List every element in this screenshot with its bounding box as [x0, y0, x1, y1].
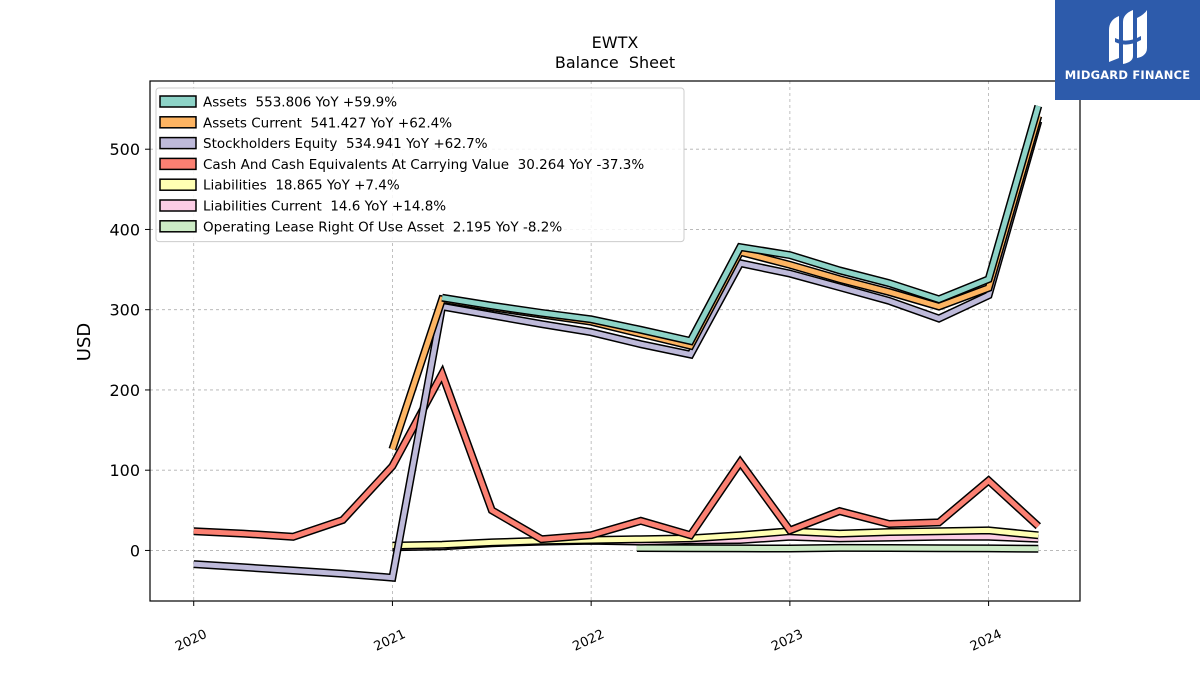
brand-name: MIDGARD FINANCE [1064, 68, 1191, 82]
legend-label: Stockholders Equity 534.941 YoY +62.7% [203, 136, 488, 152]
x-tick-label: 2022 [571, 627, 607, 655]
series-line-stockholders-equity [193, 120, 1041, 581]
legend-swatch [159, 157, 197, 171]
legend-swatch [159, 220, 197, 233]
y-axis-label: USD [74, 323, 95, 361]
y-tick-label: 400 [109, 220, 140, 239]
legend-swatch [159, 95, 197, 108]
chart-subtitle: Balance Sheet [555, 53, 675, 72]
brand-logo: MIDGARD FINANCE [1055, 0, 1200, 100]
legend-swatch [159, 136, 197, 150]
legend-box [155, 87, 685, 243]
y-tick-label: 300 [109, 301, 140, 320]
legend-label: Liabilities Current 14.6 YoY +14.8% [203, 199, 446, 215]
x-tick-label: 2024 [968, 627, 1004, 655]
y-tick-label: 100 [109, 461, 140, 480]
legend: Assets 553.806 YoY +59.9% Assets Current … [155, 87, 685, 243]
legend-swatch [159, 178, 197, 191]
y-tick-label: 0 [130, 541, 140, 560]
x-tick-label: 2020 [173, 627, 209, 655]
series-lines [193, 104, 1043, 582]
legend-label: Assets 553.806 YoY +59.9% [203, 95, 397, 111]
legend-swatch [159, 116, 197, 129]
series-line-liabilities [392, 527, 1039, 549]
legend-label: Liabilities 18.865 YoY +7.4% [203, 178, 400, 194]
series-outline-cash-and-cash-equivalents-at-carrying-value [193, 364, 1042, 544]
legend-label: Cash And Cash Equivalents At Carrying Va… [203, 157, 644, 173]
legend-label: Operating Lease Right Of Use Asset 2.195… [203, 219, 562, 235]
series-line-operating-lease-right-of-use-asset [636, 545, 1039, 552]
midgard-logo-icon [1109, 10, 1147, 64]
series-line-cash-and-cash-equivalents-at-carrying-value [193, 367, 1040, 542]
chart-title: EWTX [592, 33, 639, 52]
x-tick-label: 2023 [769, 627, 805, 655]
plot-frame [149, 80, 1081, 602]
series-line-assets [441, 105, 1041, 344]
y-tick-label: 500 [109, 140, 140, 159]
legend-label: Assets Current 541.427 YoY +62.4% [203, 115, 452, 131]
x-tick-label: 2021 [372, 627, 408, 655]
legend-swatch [159, 199, 197, 212]
y-tick-label: 200 [109, 381, 140, 400]
